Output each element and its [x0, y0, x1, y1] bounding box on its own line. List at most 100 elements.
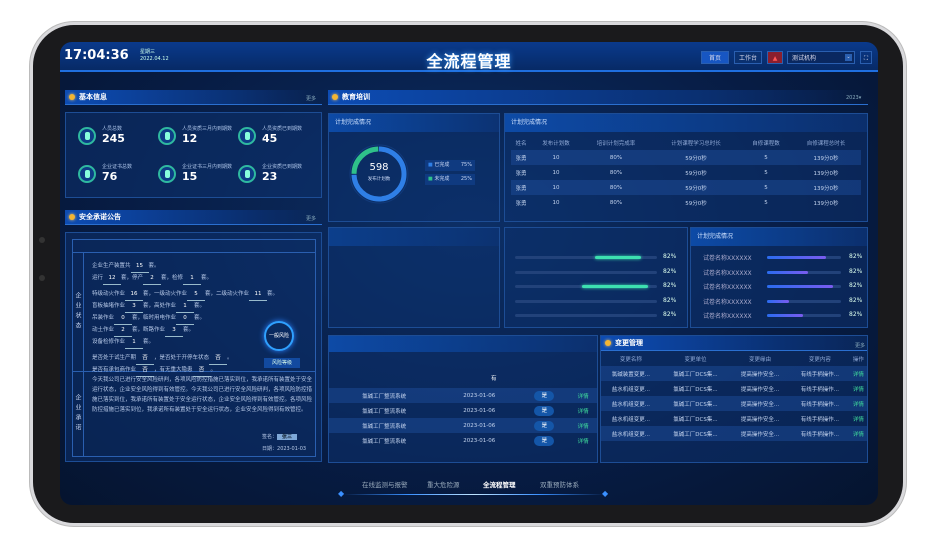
stat-item: 企业证书三月内到期数 15 [158, 163, 238, 189]
alert-icon[interactable]: ▲ [767, 51, 783, 64]
exam-name: 试卷名称XXXXXX [703, 255, 752, 262]
bottom-nav-item[interactable]: 双重预防体系 [540, 481, 579, 489]
side-button [39, 275, 45, 281]
table-cell: 氯碱工厂整流系统 [329, 388, 440, 403]
bottom-nav-item[interactable]: 全流程管理 [483, 481, 516, 489]
progress-track [515, 256, 657, 259]
table-cell: 是 [519, 433, 569, 448]
table-cell: 有线手柄操作... [800, 416, 839, 423]
risk-level-button[interactable]: 风险等级 [264, 358, 300, 368]
table-cell: 提高操作安全... [730, 396, 790, 411]
year-select[interactable]: 2023▾ [846, 95, 862, 101]
nav-prev-icon[interactable]: ◆ [338, 489, 345, 498]
stat-item: 人员资质三月内到期数 12 [158, 125, 238, 151]
commitment-text: 今天我公司已进行安全风险研判，各项风险防控措施已落实到位，我承诺所有装置处于安全… [92, 377, 313, 413]
table-cell: 59分0秒 [651, 180, 741, 195]
table-cell: 59分0秒 [685, 200, 707, 207]
stat-value: 23 [262, 170, 278, 183]
basic-info-panel: 人员总数 245 人员资质三月内到期数 12 人员资质已到期数 45 企业证书总数 76 企业证… [65, 112, 322, 198]
progress-track [515, 314, 657, 317]
legend-swatch: ■ [428, 162, 435, 168]
status-text: 企业生产装置共 [92, 263, 131, 269]
donut-total-label: 发布计划数 [367, 177, 391, 182]
commit-date: 2023-01-03 [277, 446, 307, 452]
system-table: 氯碱工厂整流系统 2023-01-06 是详情 氯碱工厂整流系统 2023-01-06 是… [329, 388, 597, 448]
safety-panel: 企业状态 企业承诺 企业生产装置共 15 套。 运行 12 套，停产 2 套，检修 1 套。 特级动… [65, 232, 322, 462]
nav-next-icon[interactable]: ◆ [602, 489, 609, 498]
status-value: 1 [176, 301, 195, 313]
table-cell: 氯碱工厂整流系统 [362, 438, 407, 445]
status-value: 2 [114, 325, 133, 337]
home-button[interactable]: 首页 [701, 51, 729, 64]
table-cell: 有线手柄操作... [789, 426, 850, 441]
detail-link[interactable]: 详情 [849, 426, 867, 441]
org-select[interactable]: 测试机构 ⌄ [787, 51, 855, 64]
progress-pct: 82% [663, 267, 677, 275]
weekday: 星期三 [140, 49, 156, 55]
table-row: 盐水机组变更... 氯碱工厂DCS集... 提高操作安全... 有线手柄操作... 详情 [601, 411, 867, 426]
table-cell: 10 [552, 199, 560, 206]
signature: 张三 [277, 434, 298, 440]
nav-line [343, 494, 605, 495]
legend-swatch: ■ [428, 176, 435, 182]
status-line: 是否有承包商作业否，有无重大隐患否。 [92, 365, 278, 377]
progress-fill [594, 256, 642, 259]
commit-label: 企业承诺 [72, 371, 84, 457]
status-line: 是否处于试生产期否，是否处于开停车状态否。 [92, 353, 278, 365]
table-cell: 5 [764, 199, 768, 206]
progress-panel: 82% 82% 82% 82% 82% [504, 227, 688, 328]
legend-label: 未完成 [434, 176, 450, 182]
status-text: 设备检修作业 [92, 339, 126, 345]
side-button [39, 237, 45, 243]
table-cell: 80% [609, 199, 623, 206]
detail-link[interactable]: 详情 [569, 388, 597, 403]
bottom-nav-item[interactable]: 在线监测与报警 [362, 481, 408, 489]
detail-link[interactable]: 详情 [849, 366, 867, 381]
table-row: 氯碱工厂整流系统 2023-01-06 是 详情 [329, 388, 597, 403]
table-cell: 10 [552, 169, 560, 176]
exam-pct: 82% [849, 267, 863, 275]
status-lines: 企业生产装置共 15 套。 运行 12 套，停产 2 套，检修 1 套。 特级动火作业 16 套，一级动… [92, 261, 278, 377]
table-cell: 2023-01-06 [439, 388, 520, 403]
system-table-header-bar [329, 336, 597, 352]
exam-pct: 82% [849, 253, 863, 260]
status-value: 0 [176, 313, 195, 325]
risk-level-badge: 一般风险 [264, 321, 294, 351]
column-header: 变更单位 [684, 356, 707, 363]
basic-info-title: 基本信息 [65, 90, 322, 105]
education-title: 教育培训 [328, 90, 868, 105]
safety-more-link[interactable]: 更多 [306, 216, 317, 222]
status-text: 套，断路作业 [132, 327, 166, 333]
table-cell: 张勇 [515, 200, 527, 207]
status-value: 否 [136, 365, 155, 377]
exam-track [767, 270, 841, 274]
detail-link[interactable]: 详情 [577, 408, 589, 415]
detail-link[interactable]: 详情 [852, 416, 864, 423]
progress-pct: 82% [663, 311, 677, 318]
bottom-nav-item[interactable]: 重大危险源 [427, 481, 460, 489]
progress-pct: 82% [663, 282, 677, 289]
detail-link[interactable]: 详情 [849, 396, 867, 411]
date: 2022.04.12 [140, 56, 169, 62]
stat-label: 人员资质已到期数 [262, 126, 303, 132]
divider [72, 371, 316, 372]
table-row: 张勇 10 80% 59分0秒 5 139分0秒 [511, 195, 861, 210]
fullscreen-icon[interactable]: ⛶ [860, 51, 872, 64]
basic-more-link[interactable]: 更多 [306, 96, 317, 102]
legend-item: ■ 未完成 25% [425, 174, 475, 185]
yes-badge: 是 [534, 390, 555, 401]
change-more-link[interactable]: 更多 [855, 343, 866, 349]
detail-link[interactable]: 详情 [569, 418, 597, 433]
detail-link[interactable]: 详情 [577, 438, 589, 445]
donut-slice [351, 146, 407, 202]
table-cell: 5 [740, 180, 791, 195]
workbench-button[interactable]: 工作台 [734, 51, 762, 64]
sign-label: 签名： [262, 434, 278, 440]
status-line: 吊装作业 0 套，临时用电作业 0 套。 [92, 313, 278, 325]
plan-table-panel: 计划完成情况 姓名 发布计划数 培训计划完成率 计划课程学习总时长 自修课程数 自修课程总… [504, 113, 868, 222]
table-cell: 有线手柄操作... [800, 386, 839, 393]
stat-value: 76 [102, 170, 118, 183]
table-cell: 有线手柄操作... [789, 366, 850, 381]
detail-link[interactable]: 详情 [852, 386, 864, 393]
status-text: 套。 [148, 263, 160, 269]
